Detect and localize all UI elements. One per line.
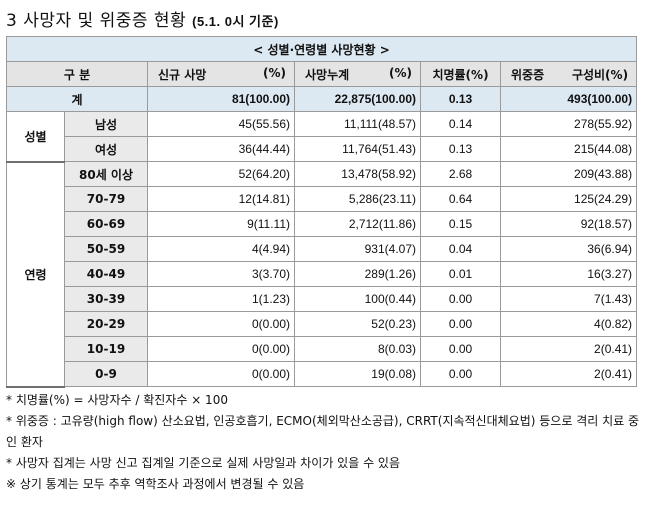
row-fatality: 0.01 <box>420 261 501 287</box>
footnote: * 위중증 : 고유량(high flow) 산소요법, 인공호흡기, ECMO… <box>6 414 640 449</box>
row-fatality: 0.00 <box>420 361 501 387</box>
row-new: 45(55.56) <box>147 111 295 137</box>
row-label: 20-29 <box>64 311 148 337</box>
row-severe: 215(44.08) <box>499 136 638 162</box>
table-caption: < 성별·연령별 사망현황 > <box>5 36 638 62</box>
row-severe: 92(18.57) <box>499 211 638 237</box>
row-label: 30-39 <box>64 286 148 312</box>
header-category: 구 분 <box>6 61 148 87</box>
row-new: 52(64.20) <box>147 161 295 187</box>
row-label: 0-9 <box>64 361 148 387</box>
table-row-total: 계 81(100.00) 22,875(100.00) 0.13 493(100… <box>6 86 638 112</box>
footnotes: * 치명률(%) = 사망자수 / 확진자수 × 100 * 위중증 : 고유량… <box>6 390 640 495</box>
header-new-deaths-label: 신규 사망 <box>158 67 207 82</box>
row-fatality: 0.00 <box>420 336 501 362</box>
row-fatality: 0.15 <box>420 211 501 237</box>
section-number: 3 <box>6 11 18 31</box>
row-fatality: 0.00 <box>420 286 501 312</box>
row-fatality: 2.68 <box>420 161 501 187</box>
row-new: 36(44.44) <box>147 136 295 162</box>
header-cum-deaths-label: 사망누계 <box>305 67 350 82</box>
row-cum: 100(0.44) <box>294 286 421 312</box>
row-cum: 289(1.26) <box>294 261 421 287</box>
row-label: 남성 <box>64 111 148 137</box>
row-severe: 4(0.82) <box>499 311 638 337</box>
footnote: * 사망자 집계는 사망 신고 집계일 기준으로 실제 사망일과 차이가 있을 … <box>6 456 401 470</box>
header-cum-deaths-unit: (%) <box>389 65 412 80</box>
row-severe: 2(0.41) <box>499 361 638 387</box>
row-new: 3(3.70) <box>147 261 295 287</box>
table-row: 50-59 4(4.94) 931(4.07) 0.04 36(6.94) <box>7 236 638 262</box>
row-new: 0(0.00) <box>147 336 295 362</box>
row-fatality: 0.04 <box>420 236 501 262</box>
table-row: 30-39 1(1.23) 100(0.44) 0.00 7(1.43) <box>7 286 638 312</box>
death-stats-table: < 성별·연령별 사망현황 > 구 분 신규 사망 (%) 사망누계 (%) 치… <box>5 36 638 388</box>
total-fatality: 0.13 <box>420 86 501 112</box>
header-severe-unit: 구성비(%) <box>571 67 629 82</box>
row-cum: 8(0.03) <box>294 336 421 362</box>
total-severe: 493(100.00) <box>499 86 638 112</box>
row-label: 70-79 <box>64 186 148 212</box>
table-row: 60-69 9(11.11) 2,712(11.86) 0.15 92(18.5… <box>7 211 638 237</box>
row-cum: 11,111(48.57) <box>294 111 421 137</box>
table-row: 10-19 0(0.00) 8(0.03) 0.00 2(0.41) <box>7 336 638 362</box>
row-label: 50-59 <box>64 236 148 262</box>
row-cum: 13,478(58.92) <box>294 161 421 187</box>
row-fatality: 0.13 <box>420 136 501 162</box>
header-new-deaths-unit: (%) <box>263 65 286 80</box>
row-new: 0(0.00) <box>147 361 295 387</box>
row-fatality: 0.64 <box>420 186 501 212</box>
reference-date: (5.1. 0시 기준) <box>192 14 279 29</box>
row-label: 80세 이상 <box>64 161 148 187</box>
row-new: 1(1.23) <box>147 286 295 312</box>
age-group-label: 연령 <box>6 161 65 388</box>
table-row: 40-49 3(3.70) 289(1.26) 0.01 16(3.27) <box>7 261 638 287</box>
row-new: 4(4.94) <box>147 236 295 262</box>
total-label: 계 <box>6 86 148 112</box>
row-severe: 209(43.88) <box>499 161 638 187</box>
table-row: 여성 36(44.44) 11,764(51.43) 0.13 215(44.0… <box>7 136 638 162</box>
total-new: 81(100.00) <box>147 86 295 112</box>
section-title: 사망자 및 위중증 현황 <box>23 11 187 31</box>
row-label: 40-49 <box>64 261 148 287</box>
header-cum-deaths: 사망누계 (%) <box>294 61 421 87</box>
row-label: 60-69 <box>64 211 148 237</box>
table-caption-row: < 성별·연령별 사망현황 > <box>5 36 638 62</box>
row-label: 여성 <box>64 136 148 162</box>
row-severe: 36(6.94) <box>499 236 638 262</box>
header-new-deaths: 신규 사망 (%) <box>147 61 295 87</box>
row-cum: 19(0.08) <box>294 361 421 387</box>
row-label: 10-19 <box>64 336 148 362</box>
row-severe: 125(24.29) <box>499 186 638 212</box>
row-cum: 11,764(51.43) <box>294 136 421 162</box>
row-cum: 5,286(23.11) <box>294 186 421 212</box>
row-cum: 931(4.07) <box>294 236 421 262</box>
total-cum: 22,875(100.00) <box>294 86 421 112</box>
row-new: 12(14.81) <box>147 186 295 212</box>
row-new: 9(11.11) <box>147 211 295 237</box>
row-severe: 278(55.92) <box>499 111 638 137</box>
row-fatality: 0.14 <box>420 111 501 137</box>
row-severe: 16(3.27) <box>499 261 638 287</box>
sex-group-label: 성별 <box>6 111 65 163</box>
row-new: 0(0.00) <box>147 311 295 337</box>
footnote: ※ 상기 통계는 모두 추후 역학조사 과정에서 변경될 수 있음 <box>6 477 305 491</box>
table-row: 연령 80세 이상 52(64.20) 13,478(58.92) 2.68 2… <box>6 161 638 388</box>
row-severe: 7(1.43) <box>499 286 638 312</box>
row-severe: 2(0.41) <box>499 336 638 362</box>
header-fatality: 치명률(%) <box>420 61 501 87</box>
header-severe: 위중증 구성비(%) <box>499 61 638 87</box>
table-row: 성별 남성 45(55.56) 11,111(48.57) 0.14 278(5… <box>6 111 638 163</box>
section-heading: 3 사망자 및 위중증 현황 (5.1. 0시 기준) <box>6 6 279 31</box>
table-row: 20-29 0(0.00) 52(0.23) 0.00 4(0.82) <box>7 311 638 337</box>
footnote: * 치명률(%) = 사망자수 / 확진자수 × 100 <box>6 393 228 407</box>
header-severe-label: 위중증 <box>511 67 545 82</box>
table-header-row: 구 분 신규 사망 (%) 사망누계 (%) 치명률(%) 위중증 구성비(%) <box>6 61 638 87</box>
row-cum: 52(0.23) <box>294 311 421 337</box>
row-cum: 2,712(11.86) <box>294 211 421 237</box>
row-fatality: 0.00 <box>420 311 501 337</box>
table-row: 70-79 12(14.81) 5,286(23.11) 0.64 125(24… <box>7 186 638 212</box>
table-row: 0-9 0(0.00) 19(0.08) 0.00 2(0.41) <box>7 361 638 387</box>
